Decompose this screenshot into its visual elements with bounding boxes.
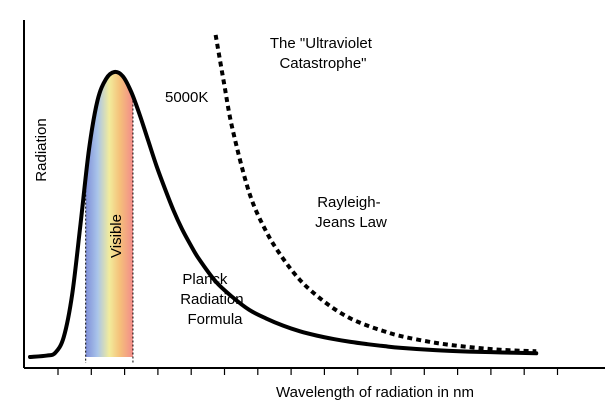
visible-band-group [85, 71, 133, 357]
rayleigh-jeans-curve [213, 34, 537, 354]
rayleigh-jeans-line-2: Jeans Law [315, 214, 387, 231]
rayleigh-jeans-line-1: Rayleigh- [317, 194, 380, 211]
y-axis-label: Radiation [33, 118, 50, 181]
x-axis-label: Wavelength of radiation in nm [276, 384, 474, 401]
visible-spectrum-band [85, 71, 133, 357]
planck-line-2: Radiation [180, 291, 243, 308]
x-axis-ticks [57, 368, 559, 375]
ultraviolet-catastrophe-line-1: The "Ultraviolet [270, 35, 373, 52]
planck-line-1: Planck [182, 271, 228, 288]
temperature-label: 5000K [165, 89, 208, 106]
ultraviolet-catastrophe-line-2: Catastrophe" [279, 55, 366, 72]
planck-line-3: Formula [187, 311, 243, 328]
rayleigh-jeans-label: Rayleigh- Jeans Law [315, 194, 387, 231]
visible-label: Visible [108, 214, 125, 258]
ultraviolet-catastrophe-label: The "Ultraviolet Catastrophe" [270, 35, 376, 72]
temperature-line-1: 5000K [165, 89, 208, 106]
planck-label: Planck Radiation Formula [180, 271, 248, 328]
planck-curve [28, 69, 539, 359]
